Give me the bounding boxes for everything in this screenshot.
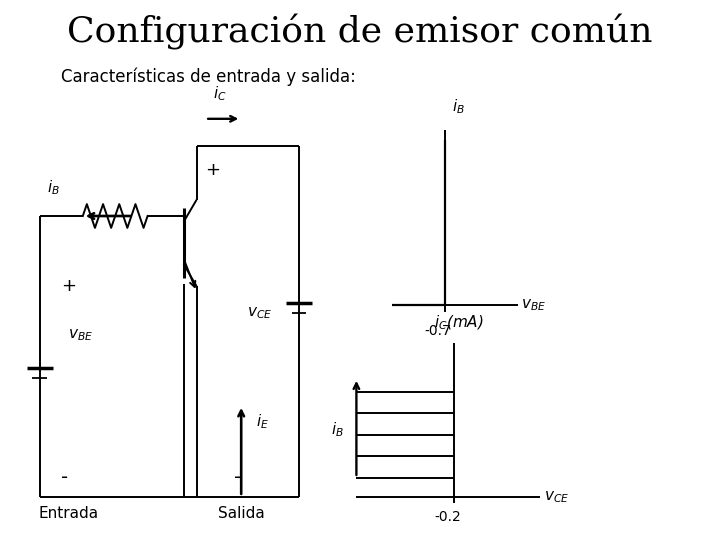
Text: $i_E$: $i_E$	[256, 412, 269, 430]
Text: Salida: Salida	[218, 506, 264, 521]
Text: $i_B$: $i_B$	[330, 420, 343, 438]
Text: $i_C$: $i_C$	[213, 84, 226, 103]
Text: -0.7: -0.7	[424, 324, 451, 338]
Text: Características de entrada y salida:: Características de entrada y salida:	[61, 68, 356, 86]
Text: +: +	[205, 161, 220, 179]
Text: -0.2: -0.2	[434, 510, 462, 524]
Text: $v_{BE}$: $v_{BE}$	[521, 297, 546, 313]
Text: -: -	[234, 468, 241, 488]
Text: Configuración de emisor común: Configuración de emisor común	[67, 14, 653, 50]
Text: -: -	[61, 468, 68, 488]
Text: $v_{CE}$: $v_{CE}$	[544, 489, 569, 505]
Text: $v_{CE}$: $v_{CE}$	[247, 305, 271, 321]
Text: $i_C$(mA): $i_C$(mA)	[434, 314, 485, 332]
Text: Entrada: Entrada	[38, 506, 99, 521]
Text: $i_B$: $i_B$	[47, 178, 60, 197]
Text: $v_{BE}$: $v_{BE}$	[68, 327, 94, 343]
Text: $i_B$: $i_B$	[452, 97, 465, 116]
Text: +: +	[61, 277, 76, 295]
